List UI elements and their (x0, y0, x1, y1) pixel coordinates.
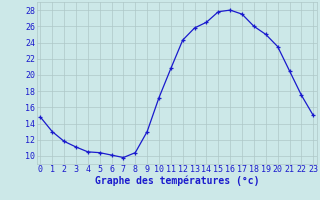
X-axis label: Graphe des températures (°c): Graphe des températures (°c) (94, 176, 259, 186)
